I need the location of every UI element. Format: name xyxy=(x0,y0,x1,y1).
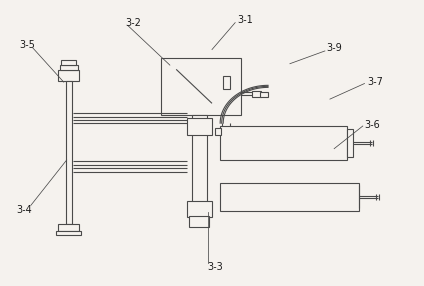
Bar xyxy=(223,76,230,89)
Bar xyxy=(347,129,353,157)
Bar xyxy=(260,92,268,97)
Bar xyxy=(220,183,360,211)
Bar xyxy=(61,60,76,65)
Bar xyxy=(66,81,72,224)
Bar xyxy=(58,224,79,231)
Bar xyxy=(58,70,79,81)
Text: 3-5: 3-5 xyxy=(19,40,35,50)
Text: 3-9: 3-9 xyxy=(326,43,342,53)
Bar xyxy=(220,126,347,160)
Bar xyxy=(187,201,212,217)
Bar xyxy=(215,128,221,135)
Bar xyxy=(187,118,212,134)
Text: 3-2: 3-2 xyxy=(126,18,142,28)
Text: 3-1: 3-1 xyxy=(237,15,253,25)
Bar xyxy=(162,58,242,115)
Text: 3-3: 3-3 xyxy=(208,262,223,272)
Text: 3-6: 3-6 xyxy=(365,120,380,130)
Bar xyxy=(252,91,261,98)
Bar xyxy=(192,115,207,217)
Bar xyxy=(56,231,81,235)
Text: 3-7: 3-7 xyxy=(367,77,383,87)
Bar xyxy=(189,216,209,227)
Text: 3-4: 3-4 xyxy=(16,204,32,214)
Bar xyxy=(59,65,78,70)
